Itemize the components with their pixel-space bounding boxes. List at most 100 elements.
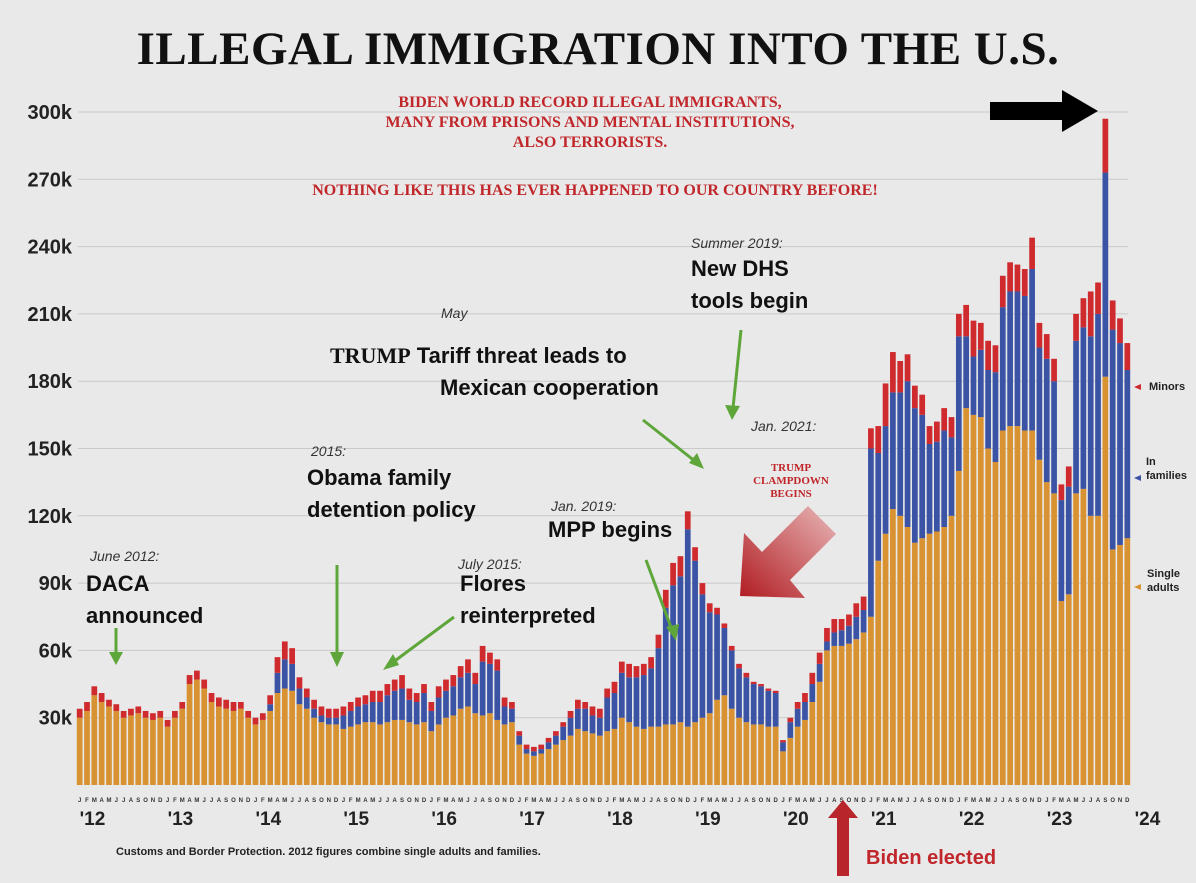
x-month-tick: F [437,798,441,804]
bar-in-families [465,672,471,707]
bar-minors [772,690,779,694]
bar-in-families [457,677,464,709]
bar-minors [575,699,581,709]
x-year-label: '12 [80,809,106,830]
bar-in-families [553,735,559,745]
x-month-tick: M [370,798,375,804]
obama-line1: Obama family [307,465,452,490]
dhs-arrowhead [725,405,740,420]
bar-in-families [772,693,779,727]
bar-single-adults [106,706,112,785]
bar-in-families [1117,343,1123,545]
bar-minors [325,708,332,718]
x-month-tick: J [730,798,733,804]
x-month-tick: O [935,798,940,804]
x-month-tick: J [869,798,872,804]
bar-minors [596,708,603,718]
bar-single-adults [955,470,962,785]
bar-single-adults [662,724,669,785]
x-month-tick: N [766,798,770,804]
x-month-tick: M [106,798,111,804]
bar-single-adults [655,726,662,785]
bar-minors [1051,358,1057,382]
x-month-tick: N [239,798,243,804]
bar-minors [252,717,259,725]
bar-minors [186,675,193,685]
x-month-tick: D [686,798,691,804]
bar-minors [1124,343,1131,370]
bar-in-families [267,704,274,711]
x-month-tick: J [957,798,960,804]
x-month-tick: A [393,798,398,804]
bar-in-families [912,408,918,543]
bar-minors [860,596,867,611]
x-year-label: '21 [871,809,897,830]
bar-single-adults [194,679,200,785]
bar-minors [970,320,977,357]
bar-in-families [289,663,295,691]
bar-single-adults [611,728,618,785]
bar-single-adults [406,722,413,785]
bar-single-adults [860,632,867,785]
bar-in-families [384,695,391,723]
bar-minors [303,688,310,698]
bar-minors [560,722,567,727]
x-month-tick: S [840,798,844,804]
x-year-label: '17 [519,809,545,830]
bar-single-adults [699,717,706,785]
bar-minors [1058,484,1065,501]
x-month-tick: A [715,798,720,804]
bar-in-families [538,749,545,754]
bar-single-adults [274,693,281,785]
bar-minors [487,652,493,664]
x-month-tick: A [1096,798,1101,804]
bar-single-adults [450,715,457,785]
bar-in-families [318,715,325,723]
x-month-tick: A [305,798,310,804]
dhs-line1: New DHS [691,256,789,281]
bar-single-adults [391,719,398,785]
bar-minors [465,659,471,673]
headline-line1: BIDEN WORLD RECORD ILLEGAL IMMIGRANTS, [398,94,782,111]
bar-single-adults [421,722,427,785]
bar-minors [1087,291,1094,337]
x-month-tick: J [518,798,521,804]
bar-in-families [421,693,427,723]
x-month-tick: M [356,798,361,804]
bar-in-families [443,690,449,718]
bar-in-families [545,742,552,750]
x-month-tick: J [562,798,565,804]
bar-in-families [303,697,310,709]
x-month-tick: N [942,798,946,804]
bar-minors [809,672,816,685]
bar-minors [868,428,874,449]
bar-minors [91,686,98,696]
daca-line2: announced [86,603,204,628]
bar-single-adults [435,724,442,785]
x-month-tick: M [1074,798,1079,804]
x-month-tick: A [275,798,280,804]
bar-in-families [758,686,764,725]
y-tick-label: 300k [28,102,73,124]
bar-in-families [648,668,654,727]
x-month-tick: N [1118,798,1122,804]
x-month-tick: J [1082,798,1085,804]
bar-minors [838,618,845,631]
x-month-tick: D [246,798,251,804]
bar-minors [428,701,435,711]
bar-in-families [450,686,457,716]
bar-single-adults [267,710,274,785]
x-month-tick: F [525,798,529,804]
bar-single-adults [1095,515,1101,785]
bar-minors [179,701,186,709]
bar-minors [391,679,398,691]
bar-single-adults [868,616,874,785]
bar-minors [113,704,120,711]
bar-single-adults [223,708,230,785]
tariff-trump: TRUMP [330,343,411,368]
bar-single-adults [362,722,369,785]
bar-minors [318,706,325,716]
x-month-tick: O [495,798,500,804]
x-month-tick: N [327,798,331,804]
x-month-tick: J [203,798,206,804]
